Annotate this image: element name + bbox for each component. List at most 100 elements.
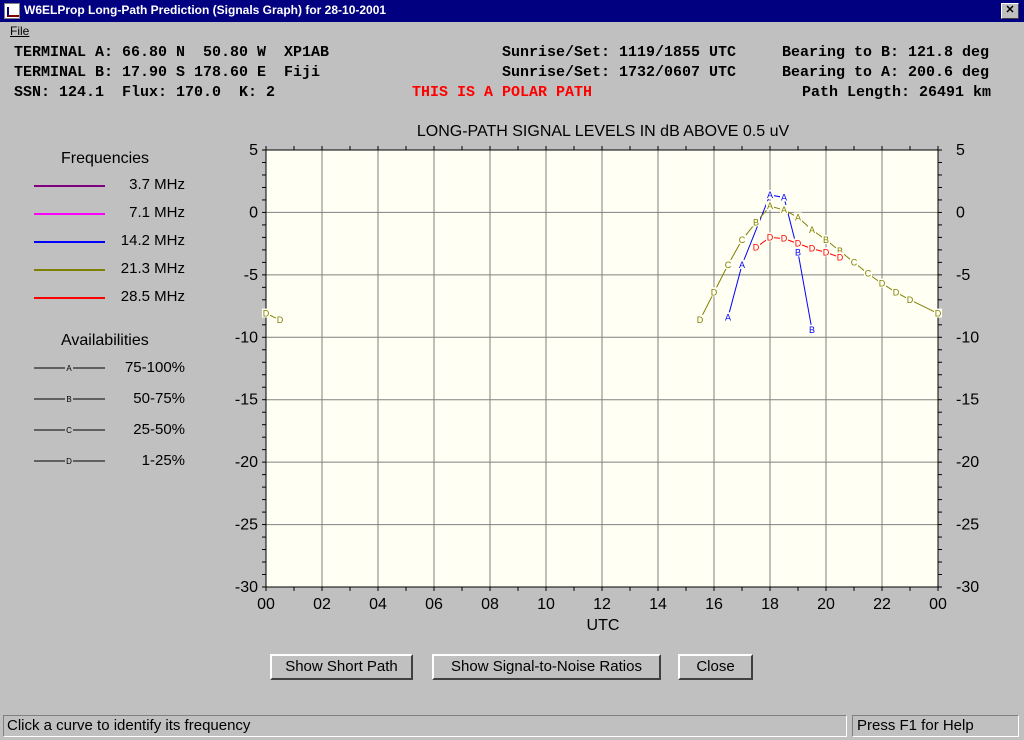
point-bg-2-1 [738, 259, 746, 269]
x-tick-label: 06 [425, 596, 443, 613]
close-window-button[interactable]: ✕ [1001, 3, 1019, 19]
point-marker-2-0: A [725, 312, 731, 322]
availability-label-3: 1-25% [141, 452, 185, 469]
y-tick-label-left: -30 [235, 579, 258, 596]
y-tick-label-right: -10 [956, 329, 979, 346]
x-tick-label: 04 [369, 596, 387, 613]
x-axis-label: UTC [587, 617, 620, 634]
y-tick-label-right: 5 [956, 142, 965, 159]
point-bg-3-5 [738, 234, 746, 244]
x-tick-label: 22 [873, 596, 891, 613]
show-short-path-button[interactable]: Show Short Path [270, 654, 413, 680]
point-marker-4-0: D [753, 242, 760, 252]
title-bar: W6ELProp Long-Path Prediction (Signals G… [0, 0, 1024, 22]
terminal-b-sunrise: Sunrise/Set: 1732/0607 UTC [502, 64, 737, 81]
point-bg-4-0 [752, 242, 760, 252]
point-bg-2-4 [794, 247, 802, 257]
status-message: Click a curve to identify its frequency [3, 715, 847, 737]
point-marker-4-6: D [837, 252, 844, 262]
point-marker-4-5: D [823, 247, 830, 257]
availability-sample-2: C [34, 426, 105, 435]
point-marker-3-9: A [795, 212, 801, 222]
x-tick-label: 00 [929, 596, 947, 613]
point-bg-3-18 [934, 308, 942, 318]
bearing-to-b: Bearing to B: 121.8 deg [782, 44, 990, 61]
x-tick-label: 16 [705, 596, 723, 613]
x-tick-label: 20 [817, 596, 835, 613]
point-bg-4-1 [766, 232, 774, 242]
point-bg-3-17 [906, 294, 914, 304]
point-marker-3-0: D [263, 309, 270, 319]
point-marker-3-6: B [753, 217, 759, 227]
point-bg-4-4 [808, 243, 816, 253]
x-tick-label: 08 [481, 596, 499, 613]
x-tick-label: 02 [313, 596, 331, 613]
point-marker-3-2: D [697, 315, 704, 325]
point-marker-2-3: A [781, 192, 787, 202]
legend-swatch-3 [34, 269, 105, 271]
point-bg-3-14 [864, 268, 872, 278]
availability-label-1: 50-75% [133, 390, 185, 407]
x-tick-label: 00 [257, 596, 275, 613]
point-marker-3-10: A [809, 225, 815, 235]
point-marker-3-7: A [767, 201, 773, 211]
point-marker-3-16: D [893, 287, 900, 297]
point-bg-4-5 [822, 247, 830, 257]
point-marker-3-11: B [823, 235, 829, 245]
point-marker-2-4: B [795, 247, 801, 257]
point-marker-3-17: D [907, 295, 914, 305]
y-tick-label-right: -30 [956, 579, 979, 596]
menu-file-label: File [10, 24, 30, 38]
menu-file[interactable]: File [10, 24, 29, 38]
point-marker-2-5: B [809, 325, 815, 335]
point-bg-3-12 [836, 246, 844, 256]
chart-title: LONG-PATH SIGNAL LEVELS IN dB ABOVE 0.5 … [417, 123, 790, 140]
legend-swatch-1 [34, 213, 105, 215]
point-bg-2-0 [724, 312, 732, 322]
point-marker-2-1: A [739, 260, 745, 270]
terminal-a-info: TERMINAL A: 66.80 N 50.80 W XP1AB [14, 44, 330, 61]
y-tick-label-right: -15 [956, 392, 979, 409]
y-tick-label-left: -10 [235, 329, 258, 346]
y-tick-label-right: -5 [956, 267, 970, 284]
point-bg-3-6 [752, 217, 760, 227]
window-title: W6ELProp Long-Path Prediction (Signals G… [24, 3, 387, 17]
point-bg-2-5 [808, 324, 816, 334]
signal-levels-chart[interactable]: LONG-PATH SIGNAL LEVELS IN dB ABOVE 0.5 … [0, 110, 1024, 710]
close-button[interactable]: Close [678, 654, 753, 680]
legend-label-3: 21.3 MHz [120, 260, 185, 277]
app-icon [4, 3, 20, 19]
point-bg-3-2 [696, 314, 704, 324]
frequencies-legend-title: Frequencies [61, 150, 150, 167]
x-tick-label: 18 [761, 596, 779, 613]
y-tick-label-left: 0 [249, 204, 258, 221]
y-tick-label-left: -15 [235, 392, 258, 409]
y-tick-label-right: -25 [956, 517, 979, 534]
point-bg-2-3 [780, 192, 788, 202]
legend-swatch-2 [34, 241, 105, 243]
terminal-a-sunrise: Sunrise/Set: 1119/1855 UTC [502, 44, 737, 61]
availability-sample-0: A [34, 364, 105, 373]
polar-path-warning: THIS IS A POLAR PATH [412, 84, 593, 101]
point-bg-3-11 [822, 234, 830, 244]
point-bg-3-7 [766, 201, 774, 211]
point-marker-4-1: D [767, 232, 774, 242]
menu-bar: File [0, 22, 1024, 40]
show-snr-button[interactable]: Show Signal-to-Noise Ratios [432, 654, 661, 680]
y-tick-label-right: -20 [956, 454, 979, 471]
y-tick-label-left: -5 [244, 267, 258, 284]
point-bg-3-3 [710, 287, 718, 297]
y-tick-label-left: -25 [235, 517, 258, 534]
svg-text:B: B [66, 395, 71, 404]
status-bar: Click a curve to identify its frequency … [0, 712, 1024, 740]
y-tick-label-left: 5 [249, 142, 258, 159]
point-bg-3-9 [794, 212, 802, 222]
legend-label-0: 3.7 MHz [129, 176, 185, 193]
point-bg-4-3 [794, 238, 802, 248]
availability-label-2: 25-50% [133, 421, 185, 438]
point-bg-3-4 [724, 259, 732, 269]
availability-sample-3: D [34, 457, 105, 466]
legend-label-1: 7.1 MHz [129, 204, 185, 221]
availability-sample-1: B [34, 395, 105, 404]
svg-text:A: A [66, 364, 72, 373]
